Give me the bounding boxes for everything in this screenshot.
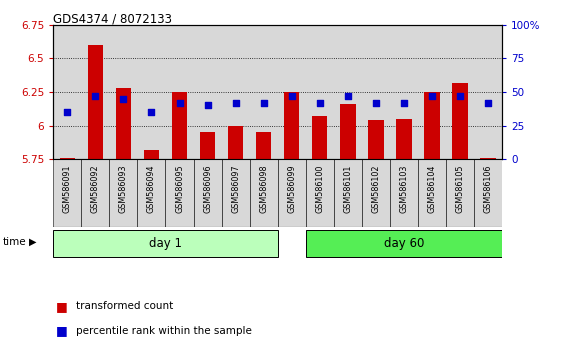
Bar: [81, 25, 109, 159]
Bar: [250, 159, 278, 227]
Point: [203, 103, 212, 108]
Bar: [144, 150, 159, 159]
Point: [91, 93, 100, 99]
Bar: [312, 116, 328, 159]
Bar: [165, 159, 194, 227]
Text: GSM586101: GSM586101: [343, 165, 352, 213]
Text: GSM586104: GSM586104: [427, 165, 436, 213]
Text: transformed count: transformed count: [76, 301, 173, 311]
Bar: [53, 25, 81, 159]
Bar: [474, 25, 502, 159]
Text: time: time: [3, 237, 26, 247]
Bar: [81, 159, 109, 227]
Text: day 1: day 1: [149, 237, 182, 250]
Bar: [53, 159, 81, 227]
Text: GSM586092: GSM586092: [91, 165, 100, 213]
Bar: [59, 158, 75, 159]
Point: [119, 96, 128, 102]
Text: ■: ■: [56, 300, 68, 313]
Bar: [194, 25, 222, 159]
Text: GSM586096: GSM586096: [203, 165, 212, 213]
Text: GSM586091: GSM586091: [63, 165, 72, 213]
Point: [343, 93, 352, 99]
Bar: [368, 120, 384, 159]
Bar: [446, 25, 474, 159]
Bar: [109, 25, 137, 159]
Bar: [172, 92, 187, 159]
Bar: [165, 25, 194, 159]
Bar: [306, 159, 334, 227]
Point: [287, 93, 296, 99]
Text: GSM586097: GSM586097: [231, 165, 240, 213]
Point: [259, 100, 268, 105]
Bar: [390, 25, 418, 159]
Bar: [446, 159, 474, 227]
Bar: [418, 25, 446, 159]
Bar: [194, 159, 222, 227]
Bar: [137, 159, 165, 227]
Bar: [306, 230, 502, 257]
Bar: [53, 230, 278, 257]
Bar: [362, 159, 390, 227]
Bar: [306, 25, 334, 159]
Point: [399, 100, 408, 105]
Bar: [424, 92, 440, 159]
Text: GDS4374 / 8072133: GDS4374 / 8072133: [53, 12, 172, 25]
Point: [231, 100, 240, 105]
Bar: [256, 132, 272, 159]
Point: [175, 100, 184, 105]
Bar: [222, 159, 250, 227]
Bar: [222, 25, 250, 159]
Point: [427, 93, 436, 99]
Point: [63, 109, 72, 115]
Bar: [278, 159, 306, 227]
Text: GSM586095: GSM586095: [175, 165, 184, 213]
Text: GSM586094: GSM586094: [147, 165, 156, 213]
Bar: [334, 159, 362, 227]
Point: [456, 93, 465, 99]
Bar: [334, 25, 362, 159]
Bar: [250, 25, 278, 159]
Text: ▶: ▶: [29, 237, 36, 247]
Bar: [278, 25, 306, 159]
Point: [484, 100, 493, 105]
Text: GSM586106: GSM586106: [484, 165, 493, 213]
Bar: [418, 159, 446, 227]
Point: [371, 100, 380, 105]
Bar: [228, 126, 243, 159]
Bar: [452, 82, 468, 159]
Bar: [362, 25, 390, 159]
Point: [147, 109, 156, 115]
Text: GSM586099: GSM586099: [287, 165, 296, 213]
Text: GSM586105: GSM586105: [456, 165, 465, 213]
Text: GSM586098: GSM586098: [259, 165, 268, 213]
Bar: [109, 159, 137, 227]
Text: ■: ■: [56, 325, 68, 337]
Text: day 60: day 60: [384, 237, 424, 250]
Text: GSM586093: GSM586093: [119, 165, 128, 213]
Bar: [284, 92, 300, 159]
Text: GSM586102: GSM586102: [371, 165, 380, 213]
Text: percentile rank within the sample: percentile rank within the sample: [76, 326, 252, 336]
Bar: [390, 159, 418, 227]
Text: GSM586103: GSM586103: [399, 165, 408, 213]
Bar: [480, 158, 496, 159]
Bar: [200, 132, 215, 159]
Bar: [474, 159, 502, 227]
Bar: [88, 45, 103, 159]
Point: [315, 100, 324, 105]
Bar: [116, 88, 131, 159]
Bar: [340, 104, 356, 159]
Bar: [137, 25, 165, 159]
Bar: [396, 119, 412, 159]
Text: GSM586100: GSM586100: [315, 165, 324, 213]
